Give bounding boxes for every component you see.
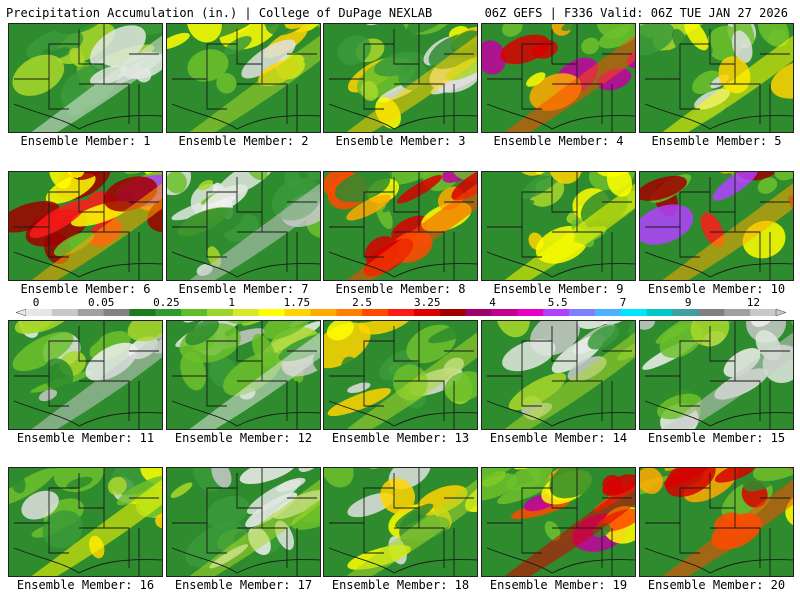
colorbar-tick-label: 1 <box>228 297 235 309</box>
colorbar-swatch <box>336 309 363 316</box>
member-map-2 <box>166 23 321 133</box>
colorbar-tick-label: 3.25 <box>414 297 441 309</box>
colorbar-swatch <box>388 309 415 316</box>
member-map-1 <box>8 23 163 133</box>
title-left: Precipitation Accumulation (in.) | Colle… <box>6 6 433 20</box>
colorbar-tick-label: 0.25 <box>153 297 180 309</box>
member-label: Ensemble Member: 1 <box>20 134 151 148</box>
colorbar-tick-label: 0 <box>33 297 40 309</box>
member-map-16 <box>8 467 163 577</box>
colorbar-swatch <box>232 309 260 316</box>
colorbar-swatch <box>569 309 596 316</box>
colorbar-swatch <box>258 309 285 316</box>
colorbar-tick-label: 12 <box>747 297 760 309</box>
colorbar-swatch <box>594 309 622 316</box>
colorbar-swatch <box>724 309 751 316</box>
member-label: Ensemble Member: 14 <box>489 431 628 445</box>
colorbar-swatch <box>284 309 311 316</box>
colorbar-swatch <box>155 309 182 316</box>
member-label: Ensemble Member: 17 <box>174 578 313 592</box>
colorbar-swatch <box>310 309 337 316</box>
member-map-17 <box>166 467 321 577</box>
member-map-7 <box>166 171 321 281</box>
member-map-15 <box>639 320 794 430</box>
colorbar-tick-label: 7 <box>620 297 627 309</box>
colorbar-tick-label: 0.05 <box>88 297 115 309</box>
colorbar-swatch <box>103 309 130 316</box>
member-label: Ensemble Member: 15 <box>647 431 786 445</box>
member-label: Ensemble Member: 18 <box>331 578 470 592</box>
colorbar-swatch <box>129 309 156 316</box>
colorbar-arrow-left <box>16 308 27 317</box>
member-map-11 <box>8 320 163 430</box>
colorbar-swatch <box>181 309 208 316</box>
member-map-5 <box>639 23 794 133</box>
member-label: Ensemble Member: 20 <box>647 578 786 592</box>
member-map-14 <box>481 320 636 430</box>
member-label: Ensemble Member: 6 <box>20 282 151 296</box>
member-map-19 <box>481 467 636 577</box>
colorbar-swatch <box>77 309 104 316</box>
member-map-6 <box>8 171 163 281</box>
member-label: Ensemble Member: 12 <box>174 431 313 445</box>
colorbar-swatch <box>620 309 647 316</box>
member-label: Ensemble Member: 7 <box>178 282 309 296</box>
member-label: Ensemble Member: 2 <box>178 134 309 148</box>
member-label: Ensemble Member: 4 <box>493 134 624 148</box>
colorbar-tick-label: 5.5 <box>548 297 568 309</box>
member-label: Ensemble Member: 5 <box>651 134 782 148</box>
member-label: Ensemble Member: 9 <box>493 282 624 296</box>
colorbar-arrow-right <box>775 308 786 317</box>
member-label: Ensemble Member: 16 <box>16 578 155 592</box>
member-label: Ensemble Member: 10 <box>647 282 786 296</box>
colorbar-tick-label: 4 <box>489 297 496 309</box>
member-map-10 <box>639 171 794 281</box>
colorbar-swatch <box>491 309 518 316</box>
member-map-3 <box>323 23 478 133</box>
member-label: Ensemble Member: 3 <box>335 134 466 148</box>
member-label: Ensemble Member: 13 <box>331 431 470 445</box>
colorbar-swatch <box>207 309 234 316</box>
colorbar-swatch <box>439 309 466 316</box>
colorbar-swatch <box>51 309 79 316</box>
colorbar-swatch <box>362 309 389 316</box>
colorbar-tick-label: 9 <box>685 297 692 309</box>
colorbar-swatch <box>543 309 570 316</box>
colorbar-swatch <box>646 309 673 316</box>
member-label: Ensemble Member: 8 <box>335 282 466 296</box>
colorbar-swatch <box>26 309 53 316</box>
colorbar-swatch <box>750 309 777 316</box>
member-map-9 <box>481 171 636 281</box>
member-map-4 <box>481 23 636 133</box>
colorbar-swatch <box>672 309 699 316</box>
colorbar-swatch <box>413 309 441 316</box>
colorbar: 0 0.05 0.25 1 1.75 2.5 3.25 4 5.5 7 9 12 <box>16 297 786 317</box>
member-map-18 <box>323 467 478 577</box>
colorbar-tick-label: 2.5 <box>352 297 372 309</box>
colorbar-tick-label: 1.75 <box>284 297 311 309</box>
colorbar-swatch <box>517 309 544 316</box>
member-map-8 <box>323 171 478 281</box>
colorbar-swatch <box>698 309 725 316</box>
colorbar-swatch <box>465 309 492 316</box>
member-label: Ensemble Member: 19 <box>489 578 628 592</box>
title-right: 06Z GEFS | F336 Valid: 06Z TUE JAN 27 20… <box>484 6 788 20</box>
member-map-13 <box>323 320 478 430</box>
member-label: Ensemble Member: 11 <box>16 431 155 445</box>
member-map-12 <box>166 320 321 430</box>
member-map-20 <box>639 467 794 577</box>
